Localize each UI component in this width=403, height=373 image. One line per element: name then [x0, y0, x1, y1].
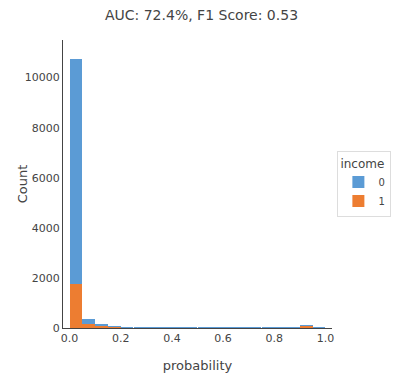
- svg-text:6000: 6000: [32, 172, 60, 185]
- svg-text:0: 0: [378, 177, 384, 188]
- svg-text:0.8: 0.8: [266, 332, 284, 345]
- svg-text:0.0: 0.0: [61, 332, 79, 345]
- svg-text:1: 1: [378, 196, 384, 207]
- svg-text:0.4: 0.4: [163, 332, 181, 345]
- svg-text:8000: 8000: [32, 122, 60, 135]
- svg-text:4000: 4000: [32, 222, 60, 235]
- svg-text:probability: probability: [163, 358, 233, 373]
- svg-text:Count: Count: [15, 165, 30, 204]
- svg-text:0.2: 0.2: [112, 332, 130, 345]
- svg-text:10000: 10000: [25, 71, 60, 84]
- svg-text:AUC: 72.4%, F1 Score: 0.53: AUC: 72.4%, F1 Score: 0.53: [105, 7, 298, 23]
- svg-text:2000: 2000: [32, 272, 60, 285]
- svg-text:income: income: [340, 157, 384, 171]
- svg-text:0.6: 0.6: [214, 332, 232, 345]
- svg-text:0: 0: [53, 322, 60, 335]
- svg-text:1.0: 1.0: [317, 332, 335, 345]
